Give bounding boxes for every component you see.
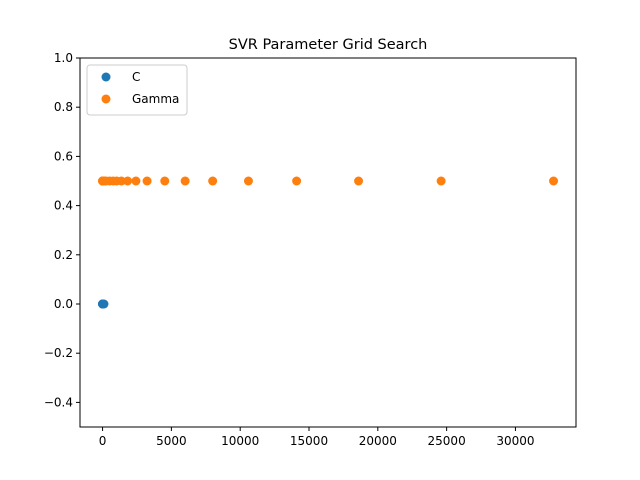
x-tick-label: 10000 <box>221 434 259 448</box>
x-tick-label: 30000 <box>496 434 534 448</box>
point-gamma-19 <box>243 176 253 186</box>
x-tick-label: 0 <box>99 434 107 448</box>
legend-label-c: C <box>132 70 140 84</box>
x-tick-label: 25000 <box>428 434 466 448</box>
point-gamma-13 <box>123 176 133 186</box>
data-points <box>98 176 559 309</box>
series-c <box>98 299 109 309</box>
x-tick-label: 20000 <box>359 434 397 448</box>
y-tick-label: 1.0 <box>54 51 73 65</box>
point-gamma-20 <box>292 176 302 186</box>
legend: C Gamma <box>86 64 188 116</box>
point-gamma-23 <box>549 176 559 186</box>
x-axis: 0 5000 10000 15000 20000 25000 30000 <box>99 427 535 448</box>
legend-marker-gamma <box>101 94 111 104</box>
y-tick-label: −0.2 <box>44 346 73 360</box>
point-gamma-16 <box>160 176 170 186</box>
point-gamma-12 <box>116 176 126 186</box>
y-tick-label: 0.4 <box>54 199 73 213</box>
x-tick-label: 5000 <box>156 434 187 448</box>
point-gamma-22 <box>436 176 446 186</box>
point-c-5 <box>99 299 109 309</box>
point-gamma-21 <box>354 176 364 186</box>
point-gamma-15 <box>142 176 152 186</box>
point-gamma-14 <box>131 176 141 186</box>
legend-label-gamma: Gamma <box>132 92 179 106</box>
legend-marker-c <box>101 72 111 82</box>
point-gamma-17 <box>180 176 190 186</box>
point-gamma-18 <box>208 176 218 186</box>
y-tick-label: 0.0 <box>54 297 73 311</box>
chart-title: SVR Parameter Grid Search <box>229 37 428 53</box>
y-tick-label: 0.8 <box>54 100 73 114</box>
y-tick-label: −0.4 <box>44 395 73 409</box>
y-tick-label: 0.6 <box>54 149 73 163</box>
legend-box <box>86 64 188 116</box>
plot-frame <box>79 57 577 428</box>
y-tick-label: 0.2 <box>54 248 73 262</box>
y-axis: −0.4 −0.2 0.0 0.2 0.4 0.6 0.8 1.0 <box>44 51 80 409</box>
x-tick-label: 15000 <box>290 434 328 448</box>
series-gamma <box>98 176 559 186</box>
